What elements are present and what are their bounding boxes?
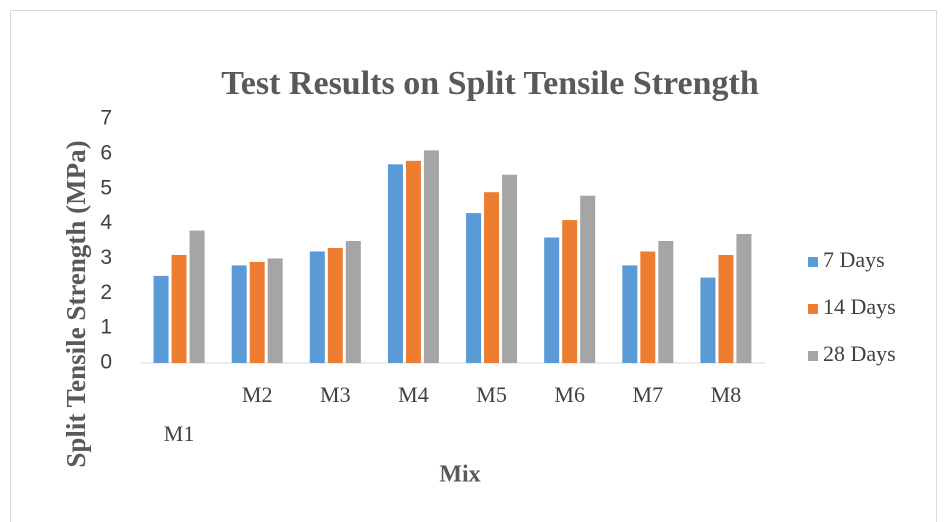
bar (718, 254, 734, 363)
y-tick-label: 1 (100, 316, 112, 339)
x-axis-title: Mix (439, 462, 480, 488)
legend-swatch (808, 304, 818, 314)
chart-title: Test Results on Split Tensile Strength (221, 65, 759, 102)
bar (405, 160, 421, 363)
y-tick-label: 0 (100, 351, 112, 374)
bar (544, 237, 560, 363)
legend-label: 28 Days (823, 341, 896, 366)
bar (700, 277, 716, 363)
bar (345, 241, 361, 363)
bar (153, 275, 169, 363)
x-tick-label: M4 (398, 382, 429, 407)
y-axis-title: Split Tensile Strength (MPa) (61, 140, 91, 467)
bar (580, 195, 596, 363)
y-tick-label: 4 (100, 211, 112, 234)
bar (562, 220, 578, 363)
y-tick-label: 3 (100, 246, 112, 269)
bar (267, 258, 283, 363)
x-tick-label: M6 (554, 382, 585, 407)
y-tick-label: 7 (100, 107, 112, 130)
bar (736, 234, 752, 363)
bar (466, 213, 482, 363)
y-tick-label: 6 (100, 141, 112, 164)
legend-swatch (808, 257, 818, 267)
bar (249, 261, 265, 363)
x-tick-label: M1 (164, 421, 195, 446)
x-tick-label: M7 (633, 382, 664, 407)
legend-swatch (808, 351, 818, 361)
y-tick-label: 2 (100, 281, 112, 304)
bar (387, 164, 403, 363)
x-tick-label: M2 (242, 382, 273, 407)
x-tick-label: M8 (711, 382, 742, 407)
bar (640, 251, 656, 363)
legend-label: 7 Days (823, 247, 885, 272)
bar (171, 254, 187, 363)
bar (502, 174, 518, 363)
bar (658, 241, 674, 363)
bar (309, 251, 325, 363)
x-tick-label: M5 (476, 382, 507, 407)
bar (622, 265, 638, 363)
bar (189, 230, 205, 363)
bar (327, 247, 343, 363)
bar (484, 192, 500, 363)
legend-label: 14 Days (823, 294, 896, 319)
chart-frame (10, 10, 937, 522)
x-tick-label: M3 (320, 382, 351, 407)
bar (231, 265, 247, 363)
bar (423, 150, 439, 363)
y-tick-label: 5 (100, 176, 112, 199)
